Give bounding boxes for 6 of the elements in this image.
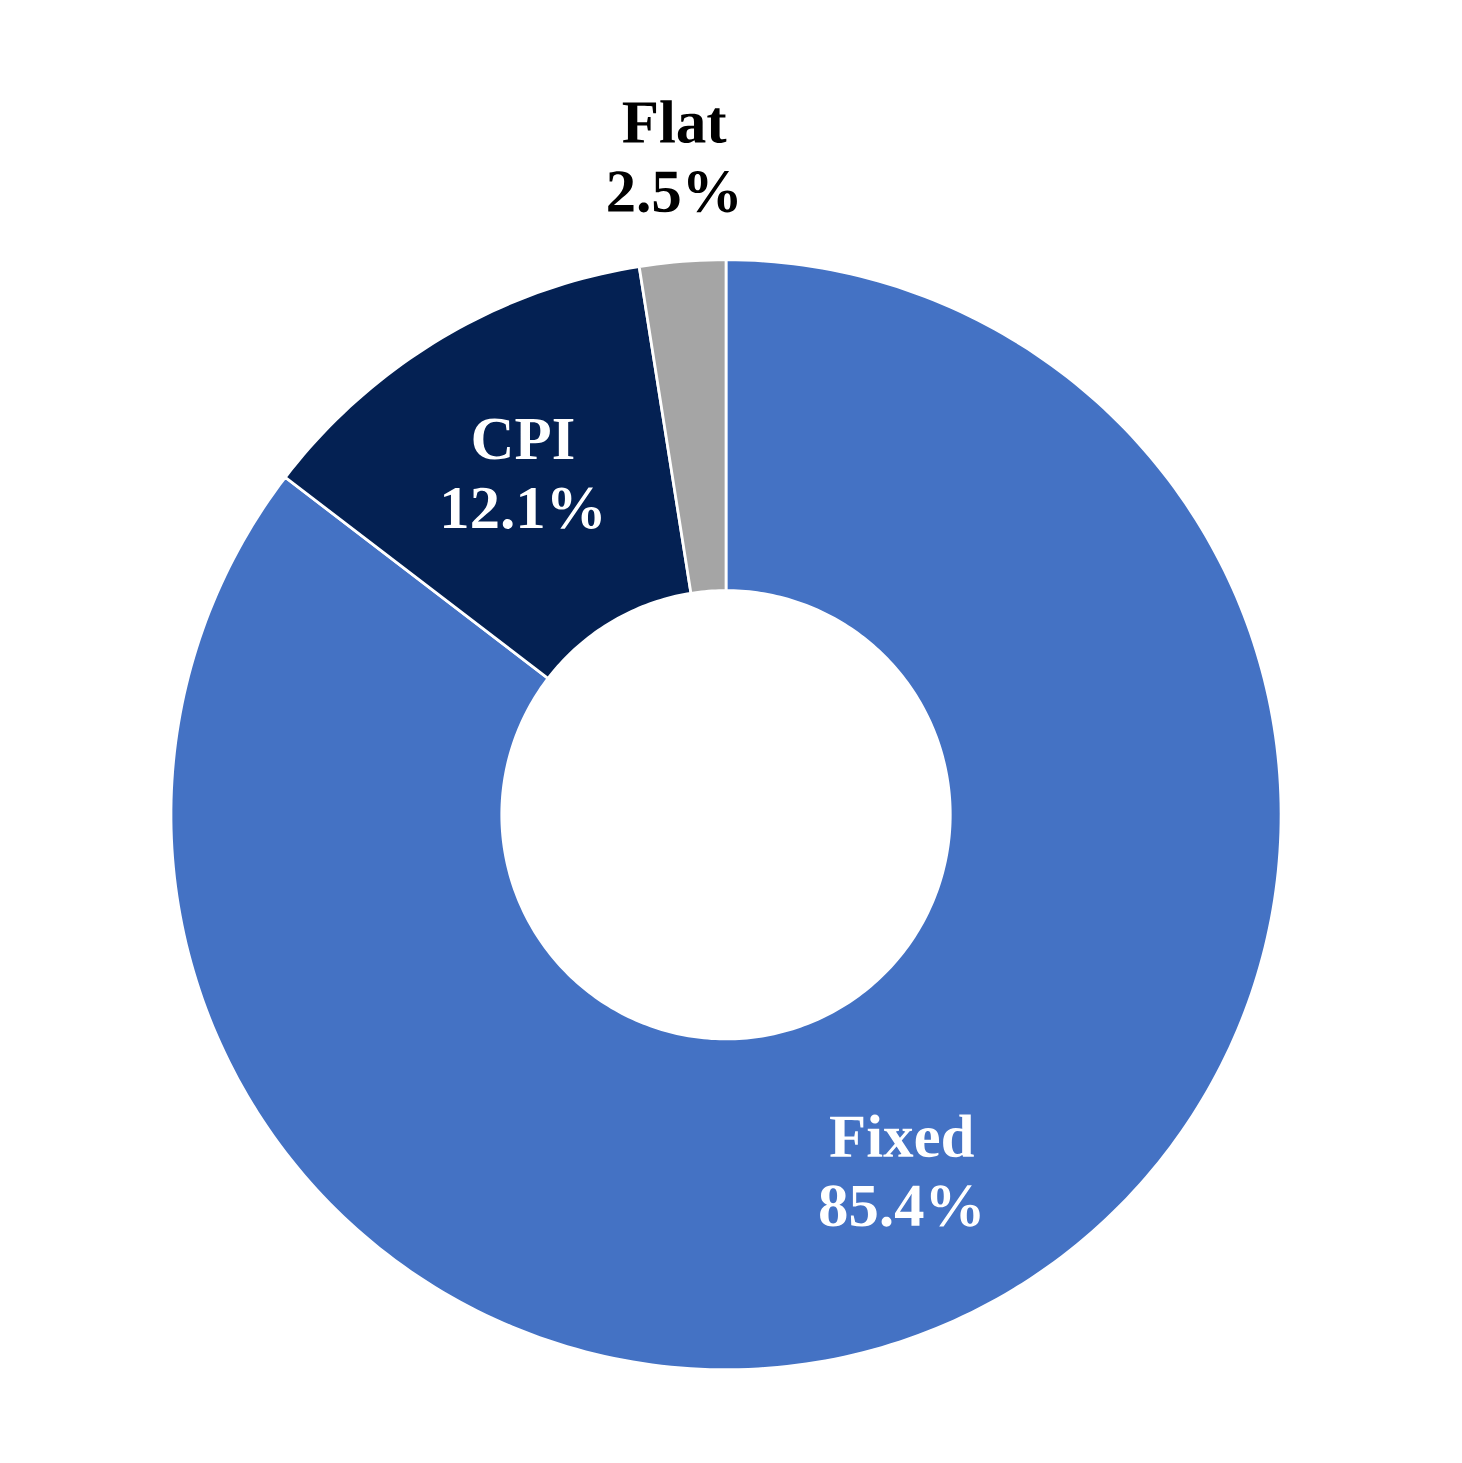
data-label: 12.1% (444, 487, 601, 529)
data-label: 2.5% (608, 171, 737, 213)
slice-label: Fixed (830, 1114, 974, 1158)
slice-label: Flat (622, 100, 727, 144)
slice-label: CPI (473, 418, 574, 460)
data-label: 85.4% (820, 1185, 980, 1227)
